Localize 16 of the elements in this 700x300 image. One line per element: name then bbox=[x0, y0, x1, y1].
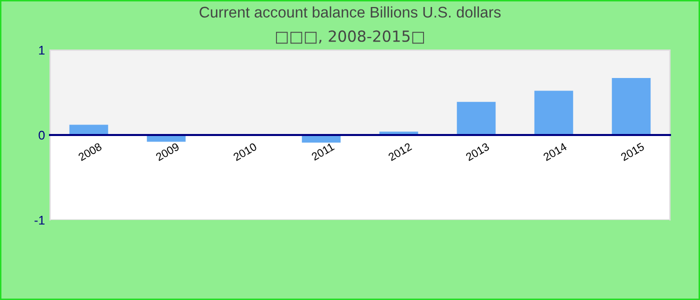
x-tick-label: 2008 bbox=[78, 142, 102, 162]
y-tick-label: 0 bbox=[38, 130, 45, 140]
x-tick-label: 2010 bbox=[232, 142, 258, 162]
x-tick-label: 2012 bbox=[388, 142, 412, 162]
bar bbox=[534, 90, 574, 135]
y-tick-label: 1 bbox=[39, 46, 45, 55]
bar bbox=[456, 102, 496, 135]
x-tick-label: 2009 bbox=[155, 142, 180, 162]
bar bbox=[612, 78, 651, 135]
y-tick-label: -1 bbox=[34, 216, 45, 225]
chart-title: Current account balance Billions U.S. dollars bbox=[200, 6, 501, 18]
chart-subtitle: □□□, 2008-2015□ bbox=[276, 30, 424, 44]
x-tick-label: 2015 bbox=[620, 142, 645, 162]
x-tick-label: 2013 bbox=[465, 142, 490, 162]
x-tick-label: 2011 bbox=[311, 142, 335, 161]
x-tick-label: 2014 bbox=[542, 142, 568, 162]
